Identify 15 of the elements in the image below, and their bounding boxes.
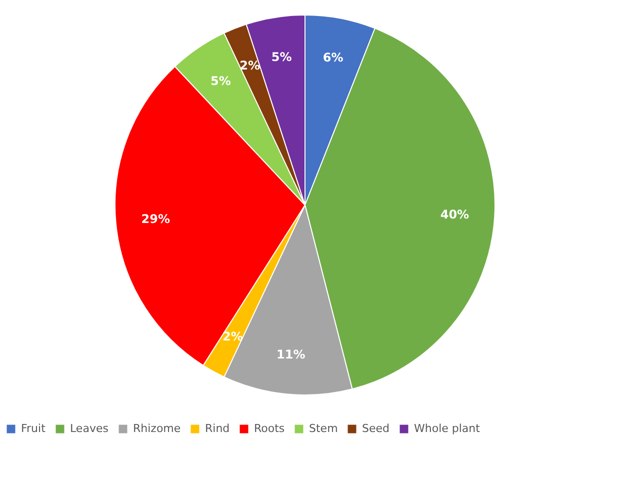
data-label: 11% [276, 347, 306, 362]
data-label: 40% [440, 207, 470, 222]
legend-label: Rhizome [133, 422, 181, 435]
legend-label: Fruit [21, 422, 46, 435]
legend-label: Seed [362, 422, 390, 435]
legend-label: Rind [205, 422, 230, 435]
legend-label: Whole plant [414, 422, 481, 435]
data-label: 5% [210, 74, 231, 88]
legend-label: Roots [254, 422, 285, 435]
data-label: 6% [322, 50, 344, 65]
data-label: 2% [222, 329, 243, 344]
data-label: 29% [141, 212, 170, 226]
data-label: 5% [271, 50, 292, 64]
legend-label: Leaves [70, 422, 109, 435]
legend-label: Stem [309, 422, 338, 435]
